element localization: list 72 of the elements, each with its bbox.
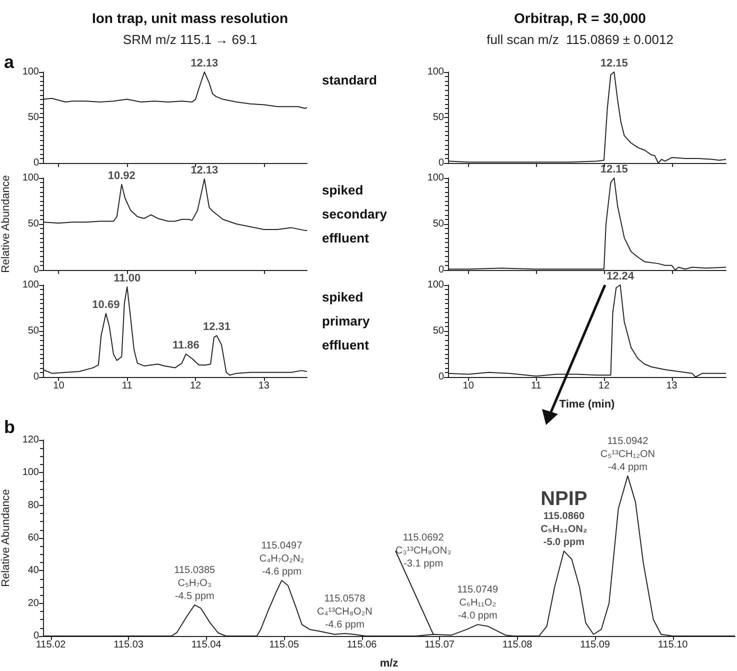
y-tick-label: 100 (22, 467, 40, 478)
y-tick-label: 20 (28, 598, 40, 609)
x-tick-label: 10 (53, 380, 65, 392)
x-tick-label: 115.03 (114, 640, 144, 650)
x-tick-label: 13 (666, 380, 678, 392)
annotation: NPIP 115.0860 C₅H₁₁ON₂ -5.0 ppm (540, 488, 588, 548)
y-tick-label: 120 (22, 434, 40, 446)
annotation: 115.0749 C₆H₁₁O₂ -4.0 ppm (457, 584, 499, 622)
annotation: 12.13 (190, 58, 218, 70)
y-tick-label: 0 (33, 630, 40, 642)
chart-subtitle: SRM m/z 115.1 → 69.1 (122, 32, 258, 47)
annotation: 115.0692 C₃¹³CH₈ON₃ -3.1 ppm (396, 532, 452, 570)
x-tick-label: 115.04 (191, 640, 222, 650)
text: a (4, 52, 15, 72)
y-tick-label: 50 (432, 112, 444, 123)
x-tick-label: 115.06 (346, 640, 378, 650)
y-axis-title: Relative Abundance (0, 175, 12, 273)
annotation: 115.0497 C₄H₇O₂N₂ -4.6 ppm (259, 540, 304, 578)
y-tick-label: 80 (28, 500, 40, 511)
x-tick-label: 115.09 (580, 640, 610, 650)
y-tick-label: 100 (427, 66, 444, 78)
y-tick-label: 50 (28, 326, 40, 336)
y-axis-title: Relative Abundance (0, 489, 12, 587)
x-axis-title: m/z (380, 658, 399, 670)
x-tick-label: 115.02 (36, 640, 66, 650)
x-tick-label: 115.05 (269, 640, 300, 650)
annotation: 10.92 (108, 170, 136, 182)
x-tick-label: 115.10 (658, 640, 688, 650)
y-tick-label: 60 (28, 532, 40, 544)
annotation: 115.0578 C₄¹³CH₈O₂N -4.6 ppm (316, 594, 372, 631)
y-tick-label: 100 (22, 66, 40, 78)
y-tick-label: 100 (22, 172, 40, 184)
y-tick-label: 50 (432, 218, 444, 230)
y-tick-label: 50 (28, 112, 40, 123)
y-tick-label: 0 (438, 158, 444, 168)
text: spiked secondary effluent (322, 182, 391, 246)
y-tick-label: 100 (427, 172, 444, 184)
x-tick-label: 12 (598, 380, 610, 392)
y-tick-label: 0 (33, 158, 40, 168)
y-tick-label: 50 (432, 326, 444, 336)
annotation: 10.69 (92, 299, 120, 312)
x-tick-label: 115.08 (502, 640, 533, 650)
x-tick-label: 115.07 (424, 640, 455, 650)
x-tick-label: 12 (190, 380, 202, 392)
chart-title: Orbitrap, R = 30,000 (514, 10, 646, 26)
y-tick-label: 40 (28, 565, 40, 576)
x-tick-label: 11 (122, 380, 133, 392)
text: spiked primary effluent (322, 290, 374, 352)
x-tick-label: 10 (462, 380, 474, 392)
annotation: 11.00 (114, 272, 141, 284)
y-tick-label: 100 (22, 280, 40, 290)
y-tick-label: 0 (438, 372, 444, 382)
chart-subtitle: full scan m/z 115.0869 ± 0.0012 (486, 32, 674, 47)
annotation: 12.24 (606, 270, 635, 282)
annotation: 12.13 (190, 164, 218, 176)
annotation: 12.15 (600, 164, 628, 176)
annotation: 11.86 (172, 340, 200, 352)
chart-title: Ion trap, unit mass resolution (92, 10, 288, 26)
annotation: 115.0942 C₅¹³CH₁₂ON -4.4 ppm (600, 436, 656, 473)
annotation: 115.0385 C₅H₇O₃ -4.5 ppm (174, 564, 216, 602)
y-tick-label: 0 (33, 264, 40, 276)
annotation: 12.31 (202, 321, 230, 334)
y-tick-label: 50 (28, 218, 40, 230)
y-tick-label: 0 (438, 264, 444, 276)
x-tick-label: 13 (258, 380, 270, 392)
text: standard (322, 72, 377, 88)
x-tick-label: 11 (530, 380, 542, 392)
y-tick-label: 0 (33, 372, 40, 382)
annotation: 12.15 (600, 58, 628, 70)
text: b (4, 417, 15, 437)
x-axis-title: Time (min) (559, 398, 616, 410)
y-tick-label: 100 (427, 280, 444, 290)
